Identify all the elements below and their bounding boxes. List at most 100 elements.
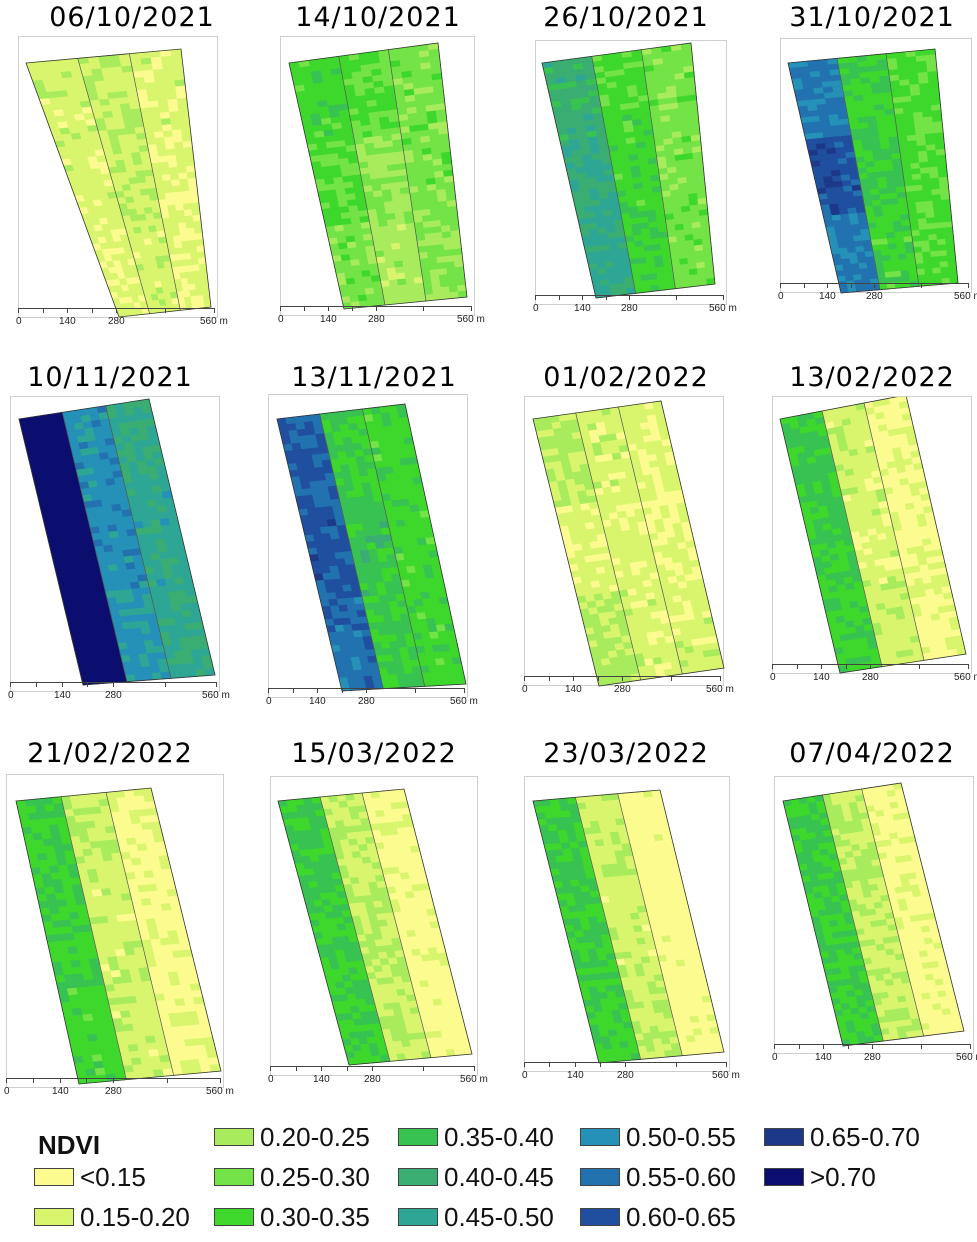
ndvi-cell bbox=[377, 439, 389, 449]
ndvi-cell bbox=[120, 146, 132, 155]
ndvi-cell bbox=[171, 54, 183, 63]
scale-tick bbox=[676, 295, 677, 300]
map-frame bbox=[280, 36, 475, 316]
ndvi-cell bbox=[889, 254, 900, 262]
ndvi-cell bbox=[932, 272, 943, 280]
ndvi-cell bbox=[158, 105, 170, 114]
ndvi-cell bbox=[104, 79, 117, 88]
ndvi-cell bbox=[388, 279, 399, 287]
scale-tick bbox=[376, 306, 377, 311]
ndvi-cell bbox=[141, 63, 154, 72]
ndvi-cell bbox=[390, 417, 402, 427]
ndvi-cell bbox=[881, 254, 892, 262]
panel-date: 10/11/2021 bbox=[27, 362, 193, 393]
ndvi-cell bbox=[180, 234, 190, 242]
strip-boundary bbox=[61, 412, 128, 682]
scale-tick bbox=[92, 308, 93, 313]
ndvi-cell bbox=[164, 80, 176, 88]
scale-label: 0 bbox=[8, 690, 14, 701]
scale-tick bbox=[352, 306, 353, 311]
ndvi-cell bbox=[929, 245, 939, 253]
ndvi-cell bbox=[934, 216, 945, 224]
ndvi-cell bbox=[161, 173, 172, 182]
ndvi-cell bbox=[109, 60, 122, 69]
ndvi-cell bbox=[203, 300, 212, 309]
ndvi-cell bbox=[422, 281, 433, 290]
scale-label: 0 bbox=[278, 314, 284, 325]
ndvi-cell bbox=[130, 58, 143, 67]
ndvi-cell bbox=[184, 258, 193, 267]
ndvi-cell bbox=[129, 145, 141, 154]
scale-tick bbox=[116, 308, 117, 313]
ndvi-cell bbox=[916, 212, 927, 220]
field-map bbox=[779, 397, 967, 674]
ndvi-cell bbox=[126, 89, 139, 98]
ndvi-cell bbox=[910, 224, 920, 232]
scale-line bbox=[280, 306, 471, 307]
scale-label: 560 m bbox=[450, 696, 478, 707]
ndvi-cell bbox=[371, 413, 383, 422]
ndvi-cell bbox=[189, 189, 199, 198]
ndvi-cell bbox=[143, 125, 155, 134]
ndvi-cell bbox=[184, 215, 194, 223]
ndvi-cell bbox=[359, 264, 371, 272]
ndvi-cell bbox=[138, 101, 151, 110]
ndvi-cell bbox=[906, 196, 917, 204]
ndvi-cell bbox=[162, 130, 174, 138]
ndvi-cell bbox=[200, 275, 209, 284]
ndvi-cell bbox=[943, 221, 953, 229]
scale-tick bbox=[573, 676, 574, 681]
ndvi-cell bbox=[917, 274, 927, 282]
ndvi-cell bbox=[412, 517, 424, 526]
ndvi-cell bbox=[138, 182, 149, 191]
ndvi-cell bbox=[884, 220, 895, 228]
ndvi-cell bbox=[156, 143, 167, 151]
ndvi-cell bbox=[381, 418, 393, 428]
ndvi-cell bbox=[939, 261, 949, 269]
scale-label: 560 m bbox=[457, 314, 485, 325]
ndvi-cell bbox=[154, 180, 165, 189]
ndvi-cell bbox=[914, 257, 925, 265]
ndvi-cell bbox=[144, 82, 157, 90]
ndvi-cell bbox=[374, 292, 385, 301]
ndvi-cell bbox=[186, 227, 196, 236]
scale-tick bbox=[622, 676, 623, 681]
ndvi-cell bbox=[422, 275, 432, 284]
ndvi-cell bbox=[153, 131, 165, 139]
ndvi-cell bbox=[367, 257, 378, 265]
scale-tick bbox=[629, 295, 630, 300]
ndvi-cell bbox=[197, 251, 206, 259]
ndvi-cell bbox=[919, 234, 930, 242]
ndvi-cell bbox=[140, 157, 152, 165]
ndvi-cell bbox=[893, 276, 903, 284]
ndvi-cell bbox=[135, 132, 147, 141]
scale-label: 280 bbox=[614, 684, 631, 695]
ndvi-cell bbox=[72, 76, 85, 84]
ndvi-cell bbox=[867, 267, 878, 275]
ndvi-cell bbox=[192, 270, 202, 279]
strip-boundary bbox=[591, 56, 637, 294]
ndvi-cell bbox=[202, 294, 211, 302]
ndvi-cell bbox=[182, 246, 191, 255]
ndvi-cell bbox=[157, 149, 168, 158]
panel-date: 01/02/2022 bbox=[543, 362, 709, 393]
ndvi-cell bbox=[165, 148, 177, 157]
ndvi-cell bbox=[900, 219, 911, 227]
ndvi-cell bbox=[904, 241, 914, 249]
ndvi-cell bbox=[142, 163, 153, 171]
ndvi-cell bbox=[178, 110, 190, 118]
ndvi-cell bbox=[122, 115, 134, 123]
ndvi-cell bbox=[108, 135, 120, 143]
ndvi-cell bbox=[345, 277, 356, 286]
ndvi-cell bbox=[133, 76, 146, 85]
ndvi-cell bbox=[948, 271, 958, 279]
ndvi-cell bbox=[183, 252, 192, 261]
ndvi-cell bbox=[930, 183, 941, 191]
ndvi-cell bbox=[79, 63, 92, 71]
scale-tick bbox=[804, 283, 805, 288]
ndvi-cell bbox=[122, 71, 135, 80]
ndvi-cell bbox=[860, 273, 871, 281]
field-outline bbox=[25, 48, 212, 318]
ndvi-cell bbox=[826, 192, 838, 200]
ndvi-cell bbox=[151, 118, 163, 127]
